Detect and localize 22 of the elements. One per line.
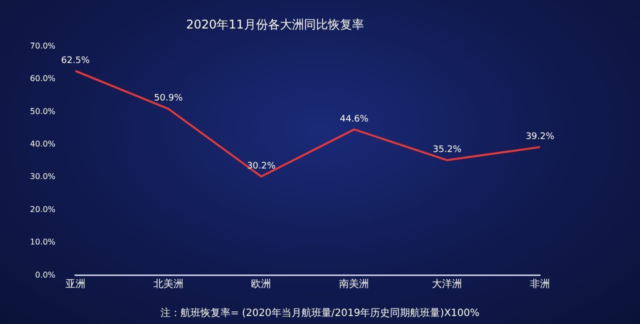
data-label: 62.5% bbox=[61, 56, 90, 66]
y-tick-label: 50.0% bbox=[30, 106, 56, 116]
y-tick-label: 0.0% bbox=[35, 270, 56, 280]
y-tick-label: 70.0% bbox=[30, 41, 56, 50]
y-tick-label: 30.0% bbox=[30, 172, 56, 182]
x-tick-label: 北美洲 bbox=[153, 278, 184, 290]
data-label: 39.2% bbox=[526, 132, 555, 142]
data-label: 44.6% bbox=[340, 114, 369, 124]
y-tick-label: 60.0% bbox=[30, 74, 56, 84]
chart-title: 2020年11月份各大洲同比恢复率 bbox=[186, 17, 364, 32]
data-label: 30.2% bbox=[246, 161, 276, 172]
x-tick-label: 大洋洲 bbox=[432, 278, 462, 290]
data-label: 50.9% bbox=[154, 94, 184, 104]
y-tick-label: 10.0% bbox=[30, 238, 56, 247]
x-tick-label: 非洲 bbox=[530, 278, 550, 290]
text: 注：航班恢复率= (2020年当月航班量/2019年历史同期航班量)X100% bbox=[159, 306, 481, 320]
x-tick-label: 亚洲 bbox=[65, 278, 86, 290]
data-label: 35.2% bbox=[432, 144, 462, 155]
y-tick-label: 40.0% bbox=[30, 140, 56, 149]
x-tick-label: 欧洲 bbox=[251, 278, 272, 290]
x-tick-label: 南美洲 bbox=[339, 278, 370, 290]
y-tick-label: 20.0% bbox=[30, 204, 56, 214]
